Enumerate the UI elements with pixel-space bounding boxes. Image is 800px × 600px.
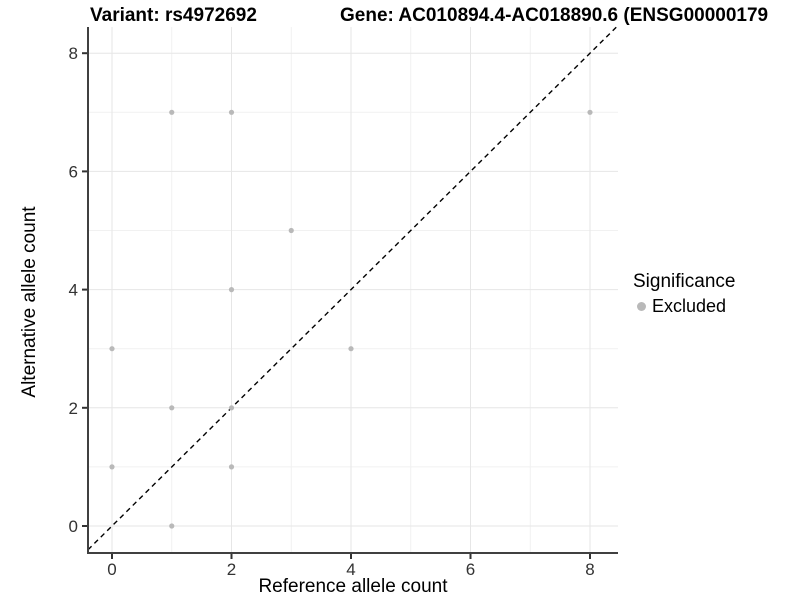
y-tick-label: 6 [69,162,78,181]
y-axis-title: Alternative allele count [19,206,40,398]
legend: Significance Excluded [633,270,735,317]
data-point [169,523,175,529]
x-tick-label: 8 [585,560,594,579]
x-axis-title: Reference allele count [258,576,448,597]
identity-dashed-line [87,26,617,551]
excluded-point-icon [637,302,646,311]
data-point [228,464,235,470]
data-point [169,405,175,411]
y-tick-label: 2 [69,399,78,418]
x-tick-label: 6 [466,560,475,579]
data-point [169,109,175,115]
x-tick-label: 2 [227,560,236,579]
plot-title-gene: Gene: AC010894.4-AC018890.6 (ENSG0000017… [340,5,769,26]
data-point [288,227,294,234]
data-point [228,405,235,411]
y-tick-label: 0 [69,517,78,536]
data-point [587,109,593,115]
legend-item-label: Excluded [652,296,727,316]
data-point [228,287,235,293]
legend-title: Significance [633,271,736,292]
y-tick-label: 8 [69,44,78,63]
y-tick-label: 4 [69,281,78,300]
x-tick-label: 4 [346,560,355,579]
data-point [228,109,235,115]
data-point [109,464,115,470]
data-point [348,346,354,352]
data-point [109,346,115,352]
legend-item-excluded: Excluded [633,296,735,317]
x-tick-label: 0 [107,560,116,579]
plot-title-variant: Variant: rs4972692 [90,5,257,26]
